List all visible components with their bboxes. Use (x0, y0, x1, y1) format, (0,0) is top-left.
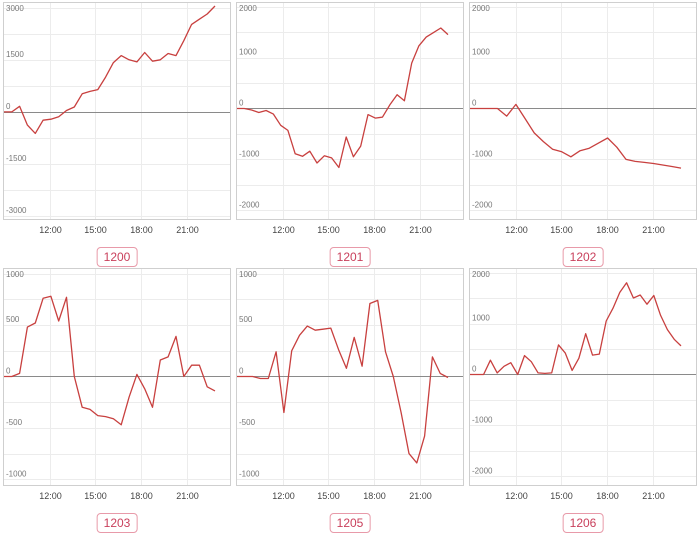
instrument-label[interactable]: 1203 (96, 513, 138, 533)
x-tick-label: 21:00 (176, 491, 199, 501)
line-chart-1201: 12:00 15:00 18:00 21:00 2000 1000 0 -1000 -2000 (236, 2, 464, 235)
instrument-label[interactable]: 1200 (96, 247, 138, 267)
series-line (237, 27, 449, 169)
plot-frame (469, 2, 697, 220)
x-tick-label: 12:00 (505, 491, 528, 501)
y-tick-label: 0 (6, 102, 11, 111)
y-tick-label: -1500 (6, 154, 27, 163)
line-chart-1206: 12:00 15:00 18:00 21:00 2000 1000 0 -1000 -2000 (469, 268, 697, 501)
chart-panel-1201: 12:00 15:00 18:00 21:00 2000 1000 0 -1000 -2000 … (236, 2, 464, 267)
x-tick-label: 12:00 (39, 491, 62, 501)
series-line (470, 282, 682, 376)
y-tick-label: 1000 (472, 48, 490, 57)
y-tick-label: 2000 (472, 4, 490, 13)
instrument-label[interactable]: 1206 (562, 513, 604, 533)
y-tick-label: -2000 (239, 200, 260, 209)
y-tick-label: 1000 (239, 48, 257, 57)
series-line (4, 295, 216, 426)
x-tick-label: 18:00 (130, 491, 153, 501)
chart-panel-1202: 12:00 15:00 18:00 21:00 2000 1000 0 -1000 -2000 … (469, 2, 697, 267)
x-tick-label: 21:00 (642, 225, 665, 235)
x-tick-label: 12:00 (272, 491, 295, 501)
series-line (4, 5, 216, 135)
instrument-label[interactable]: 1205 (329, 513, 371, 533)
x-tick-label: 18:00 (363, 491, 386, 501)
x-tick-label: 21:00 (409, 491, 432, 501)
x-tick-label: 15:00 (550, 491, 573, 501)
x-tick-label: 15:00 (550, 225, 573, 235)
x-tick-label: 18:00 (363, 225, 386, 235)
y-tick-label: 1000 (472, 314, 490, 323)
x-tick-label: 18:00 (130, 225, 153, 235)
x-tick-label: 18:00 (596, 491, 619, 501)
y-tick-label: 2000 (239, 4, 257, 13)
y-tick-label: -3000 (6, 206, 27, 215)
y-tick-label: 0 (472, 364, 477, 373)
y-tick-label: -1000 (239, 469, 260, 478)
x-tick-label: 15:00 (317, 225, 340, 235)
line-chart-1203: 12:00 15:00 18:00 21:00 1000 500 0 -500 -1000 (3, 268, 231, 501)
y-tick-label: 500 (239, 315, 253, 324)
instrument-label[interactable]: 1202 (562, 247, 604, 267)
y-tick-label: 0 (239, 366, 244, 375)
line-chart-1200: 12:00 15:00 18:00 21:00 3000 1500 0 -1500 -3000 (3, 2, 231, 235)
y-tick-label: -1000 (472, 415, 493, 424)
chart-panel-1203: 12:00 15:00 18:00 21:00 1000 500 0 -500 -1000 12… (3, 268, 231, 533)
x-tick-label: 15:00 (317, 491, 340, 501)
x-tick-label: 12:00 (39, 225, 62, 235)
plot-frame (3, 2, 231, 220)
y-tick-label: 1500 (6, 50, 24, 59)
y-tick-label: -500 (6, 418, 23, 427)
y-tick-label: 2000 (472, 270, 490, 279)
line-chart-1205: 12:00 15:00 18:00 21:00 1000 500 0 -500 -1000 (236, 268, 464, 501)
x-tick-label: 12:00 (505, 225, 528, 235)
x-tick-label: 21:00 (176, 225, 199, 235)
y-tick-label: -1000 (472, 149, 493, 158)
chart-panel-1205: 12:00 15:00 18:00 21:00 1000 500 0 -500 -1000 12… (236, 268, 464, 533)
y-tick-label: -2000 (472, 200, 493, 209)
y-tick-label: 0 (239, 98, 244, 107)
y-tick-label: 3000 (6, 4, 24, 13)
chart-panel-1200: 12:00 15:00 18:00 21:00 3000 1500 0 -1500 -3000 … (3, 2, 231, 267)
y-tick-label: 0 (6, 366, 11, 375)
x-tick-label: 18:00 (596, 225, 619, 235)
plot-frame (469, 268, 697, 486)
y-tick-label: -1000 (239, 149, 260, 158)
x-tick-label: 15:00 (84, 225, 107, 235)
y-tick-label: -1000 (6, 469, 27, 478)
y-tick-label: -500 (239, 418, 256, 427)
chart-panel-1206: 12:00 15:00 18:00 21:00 2000 1000 0 -1000 -2000 … (469, 268, 697, 533)
series-line (237, 299, 449, 464)
x-tick-label: 21:00 (409, 225, 432, 235)
y-tick-label: 1000 (6, 270, 24, 279)
line-chart-1202: 12:00 15:00 18:00 21:00 2000 1000 0 -1000 -2000 (469, 2, 697, 235)
y-tick-label: 1000 (239, 270, 257, 279)
series-line (470, 103, 682, 169)
y-tick-label: 500 (6, 315, 20, 324)
x-tick-label: 15:00 (84, 491, 107, 501)
x-tick-label: 12:00 (272, 225, 295, 235)
x-tick-label: 21:00 (642, 491, 665, 501)
y-tick-label: 0 (472, 98, 477, 107)
y-tick-label: -2000 (472, 466, 493, 475)
instrument-label[interactable]: 1201 (329, 247, 371, 267)
